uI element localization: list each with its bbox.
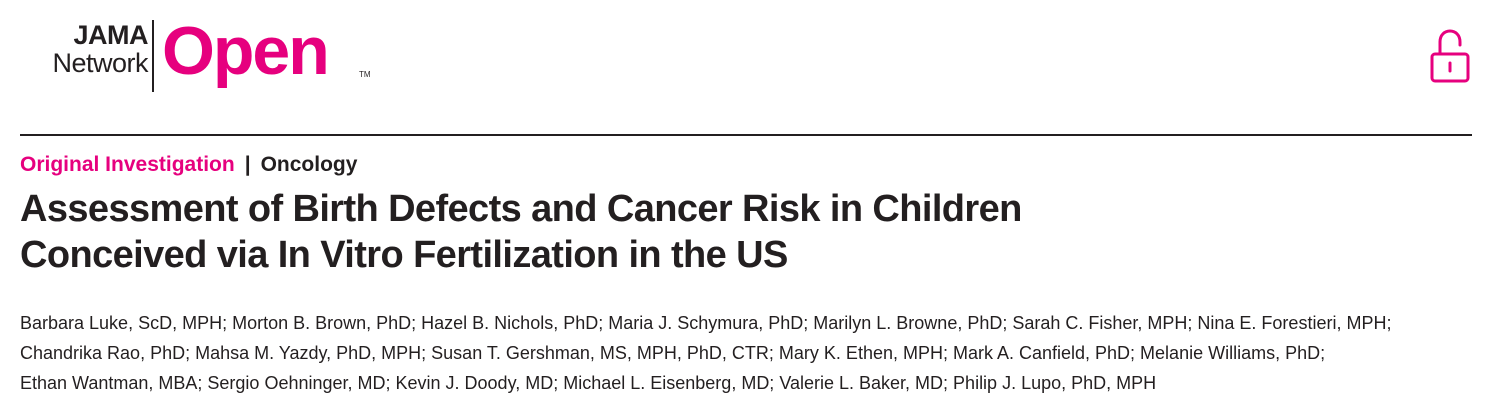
article-type-label[interactable]: Original Investigation [20,153,235,176]
article-section-label: Original Investigation | Oncology [20,152,357,178]
author-list-line: Ethan Wantman, MBA; Sergio Oehninger, MD… [20,373,1157,393]
author-list: Barbara Luke, ScD, MPH; Morton B. Brown,… [20,308,1480,398]
logo-open-text: Open [162,13,330,89]
article-title-line: Assessment of Birth Defects and Cancer R… [20,188,1022,230]
logo-divider [152,20,154,92]
open-lock-icon [1430,29,1470,83]
logo-jama-text: JAMA [73,20,148,50]
logo-network-text: Network [52,48,148,78]
author-list-line: Chandrika Rao, PhD; Mahsa M. Yazdy, PhD,… [20,343,1326,363]
logo-wordmark-jama-network: JAMA Network [18,20,148,78]
article-topic-label[interactable]: Oncology [260,153,358,176]
article-title-line: Conceived via In Vitro Fertilization in … [20,234,788,276]
journal-header: JAMA Network Open TM [0,0,1498,136]
jama-network-open-logo[interactable]: JAMA Network Open TM [18,13,388,96]
article-title: Assessment of Birth Defects and Cancer R… [20,186,1220,278]
section-separator: | [244,153,251,176]
logo-trademark: TM [359,70,371,79]
author-list-line: Barbara Luke, ScD, MPH; Morton B. Brown,… [20,313,1392,333]
header-divider-rule [20,134,1472,136]
